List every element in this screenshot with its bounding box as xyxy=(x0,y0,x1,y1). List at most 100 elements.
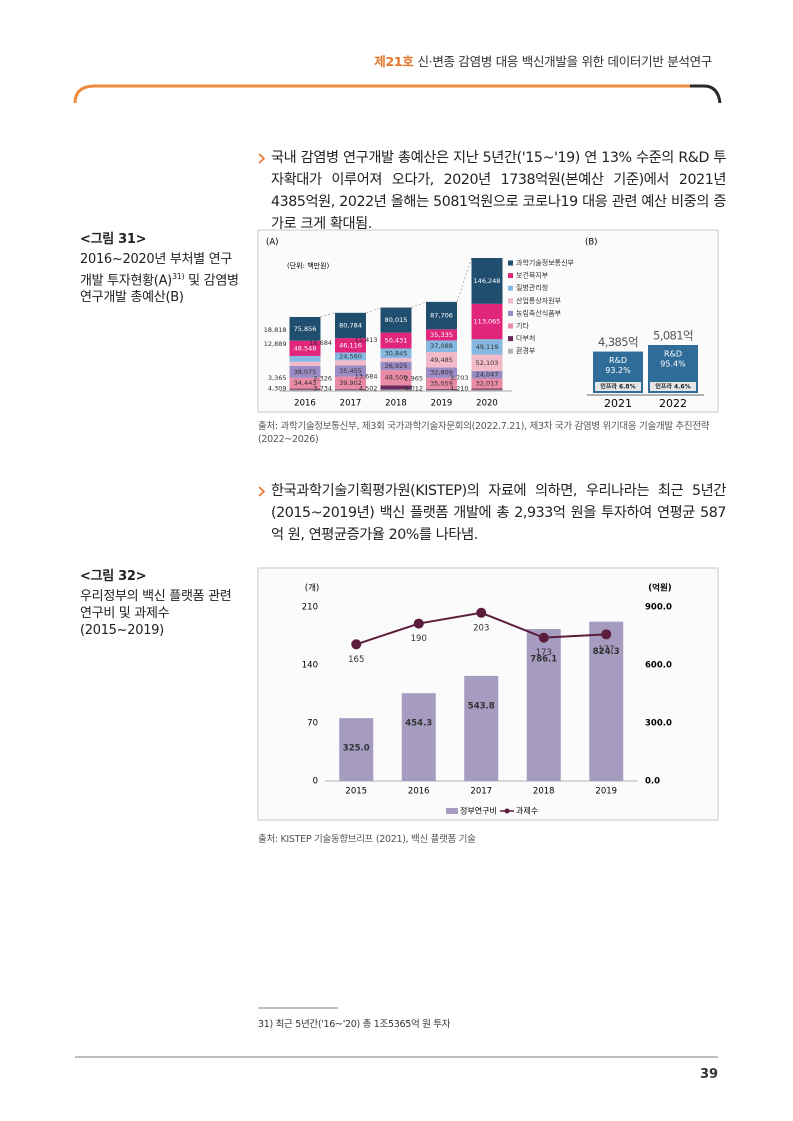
x-tick-label: 2015 xyxy=(345,787,367,797)
data-label: 38,075 xyxy=(294,368,317,376)
caption-text: 2016~2020년 부처별 연구개발 투자현황(A) xyxy=(80,252,232,289)
paragraph-text: 국내 감염병 연구개발 총예산은 지난 5년간('15~'19) 연 13% 수… xyxy=(271,150,726,232)
data-label: 32,017 xyxy=(476,380,499,388)
bar xyxy=(401,693,436,781)
data-label: 4,309 xyxy=(268,384,287,392)
legend-label: 산업통상자원부 xyxy=(516,296,562,305)
data-label: 190 xyxy=(411,634,427,644)
x-tick-label: 2017 xyxy=(470,787,492,797)
data-label: 24,560 xyxy=(339,352,362,360)
data-label: 3,703 xyxy=(450,374,469,382)
bar-segment xyxy=(471,354,503,371)
bar-segment xyxy=(289,365,321,378)
y-axis-label: (개) xyxy=(305,583,319,594)
y-tick-label: 0 xyxy=(313,777,318,787)
header-rule xyxy=(73,84,692,104)
caption-text: 우리정부의 백신 플랫폼 관련 연구비 및 과제수 (2015~2019) xyxy=(80,589,232,638)
legend-swatch xyxy=(508,310,513,316)
data-label: 26,925 xyxy=(385,362,408,370)
data-label: 4,502 xyxy=(359,384,378,392)
legend-label: 과학기술정보통신부 xyxy=(516,258,575,267)
bar-segment xyxy=(471,378,503,389)
bar-segment xyxy=(335,360,366,366)
legend-swatch xyxy=(508,260,513,266)
paragraph: 한국과학기술기획평가원(KISTEP)의 자료에 의하면, 우리나라는 최근 5… xyxy=(258,480,726,546)
y2-axis-label: (억원) xyxy=(648,583,672,594)
bar-segment xyxy=(289,355,321,362)
panel-label: (A) xyxy=(266,238,278,248)
bar-segment xyxy=(380,389,412,391)
bar-segment xyxy=(335,389,366,390)
issue: 제21호 xyxy=(374,54,414,69)
y-tick-label: 140 xyxy=(302,661,318,671)
infra-share: 4.6% xyxy=(674,383,691,390)
bar-segment xyxy=(335,312,366,339)
bar-segment xyxy=(380,307,412,333)
rd-share: 95.4% xyxy=(660,360,686,369)
line-point xyxy=(476,607,487,618)
x-tick-label: 2018 xyxy=(533,787,555,797)
data-label: 34,443 xyxy=(294,379,317,387)
bar xyxy=(526,629,561,781)
data-label: 177 xyxy=(598,645,614,655)
line-point xyxy=(601,629,612,640)
data-label: 50,431 xyxy=(385,337,408,345)
connector xyxy=(411,301,427,308)
x-tick-label: 2016 xyxy=(408,787,430,797)
figure-source: 출처: 과학기술정보통신부, 제3회 국가과학기술자문회의(2022.7.21)… xyxy=(258,421,710,445)
bar-segment xyxy=(426,367,457,378)
data-label: 18,818 xyxy=(264,326,287,334)
bar-segment xyxy=(335,338,366,353)
header-title: 신·변종 감염병 대응 백신개발을 위한 데이터기반 분석연구 xyxy=(417,54,712,69)
data-label: 786.1 xyxy=(530,655,557,665)
connector xyxy=(320,312,336,318)
legend-label: 보건복지부 xyxy=(516,271,549,280)
data-label: 35,059 xyxy=(430,379,453,387)
data-label: 48,548 xyxy=(294,344,317,352)
data-label: 35,455 xyxy=(339,367,362,375)
data-label: 46,116 xyxy=(339,341,362,349)
data-label: 80,015 xyxy=(385,316,408,324)
rd-share: 93.2% xyxy=(605,366,631,375)
data-label: 4,385억 xyxy=(598,335,638,349)
bullet xyxy=(258,153,266,164)
legend-label: 다부처 xyxy=(516,334,535,343)
data-label: 87,706 xyxy=(430,312,453,320)
bar-segment xyxy=(426,389,457,391)
data-label: 32,809 xyxy=(430,369,453,377)
bar-segment xyxy=(426,329,457,341)
x-tick-label: 2020 xyxy=(476,399,498,409)
x-tick-label: 2021 xyxy=(604,397,632,410)
data-label: 35,335 xyxy=(430,331,453,339)
bar-segment xyxy=(471,389,503,391)
x-tick-label: 2019 xyxy=(431,399,453,409)
legend-swatch xyxy=(508,285,513,291)
data-label: 5,081억 xyxy=(653,329,693,343)
bar-segment xyxy=(471,388,503,390)
infra-label: 인프라 4.6% xyxy=(655,382,690,390)
figure-label: <그림 32> xyxy=(80,569,147,584)
bar xyxy=(589,621,624,781)
data-label: 4,012 xyxy=(404,384,423,392)
data-label: 203 xyxy=(473,623,489,633)
data-label: 12,889 xyxy=(264,340,287,348)
data-label: 16,684 xyxy=(309,339,332,347)
bar-segment xyxy=(426,352,457,368)
y-tick-label: 70 xyxy=(307,719,318,729)
bar-segment xyxy=(289,340,321,356)
line-point xyxy=(413,618,424,629)
header-rule-end xyxy=(690,84,722,104)
bar-segment xyxy=(289,388,321,390)
legend-label: 농림축산식품부 xyxy=(516,308,562,317)
data-label: 543.8 xyxy=(468,701,495,711)
page-number: 39 xyxy=(700,1067,719,1082)
bar-segment xyxy=(289,361,321,366)
x-tick-label: 2016 xyxy=(294,399,316,409)
bar-segment xyxy=(289,316,321,341)
figure-caption: <그림 32> 우리정부의 백신 플랫폼 관련 연구비 및 과제수 (2015~2… xyxy=(80,568,240,639)
paragraph-text: 한국과학기술기획평가원(KISTEP)의 자료에 의하면, 우리나라는 최근 5… xyxy=(271,483,726,543)
figure-caption: <그림 31> 2016~2020년 부처별 연구개발 투자현황(A)31) 및 … xyxy=(80,231,240,306)
data-label: 49,485 xyxy=(430,356,453,364)
data-label: 49,119 xyxy=(476,343,499,351)
